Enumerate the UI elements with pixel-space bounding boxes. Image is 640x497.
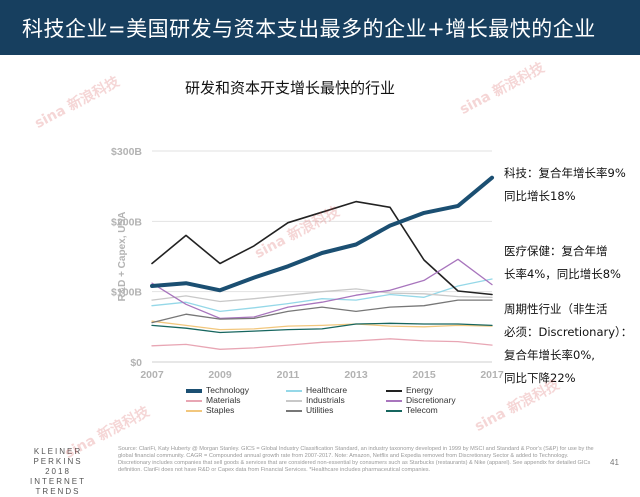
legend-label: Staples — [206, 405, 235, 415]
legend-swatch — [186, 388, 202, 393]
annotation-line: 长率4%，同比增长8% — [504, 267, 621, 281]
annotation-line: 复合年增长率0%, — [504, 348, 595, 362]
annotation-healthcare: 医疗保健：复合年增 长率4%，同比增长8% — [504, 240, 621, 286]
y-tick-label: $200B — [111, 216, 142, 228]
legend-label: Utilities — [306, 405, 334, 415]
header-bar: 科技企业=美国研发与资本支出最多的企业+增长最快的企业 — [0, 0, 640, 55]
legend-label: Energy — [406, 385, 433, 395]
x-tick-label: 2011 — [277, 369, 300, 381]
source-note: Source: ClariFi, Katy Huberty @ Morgan S… — [118, 446, 594, 473]
legend-item-healthcare: Healthcare — [286, 385, 347, 395]
logo-line: KLEINER PERKINS — [33, 447, 83, 466]
annotation-technology: 科技：复合年增长率9% 同比增长18% — [504, 162, 626, 208]
legend-label: Telecom — [406, 405, 438, 415]
legend-item-staples: Staples — [186, 405, 234, 415]
legend-label: Materials — [206, 395, 241, 405]
legend-item-discretionary: Discretionary — [386, 395, 456, 405]
annotation-line: 必须：Discretionary）： — [504, 325, 633, 339]
legend-swatch — [186, 409, 202, 412]
page-title: 科技企业=美国研发与资本支出最多的企业+增长最快的企业 — [22, 17, 596, 41]
series-line-technology — [150, 175, 494, 293]
legend-swatch — [286, 399, 302, 402]
y-tick-label: $0 — [130, 357, 142, 369]
series-line-healthcare — [151, 278, 493, 313]
chart-title: 研发和资本开支增长最快的行业 — [185, 79, 396, 97]
annotation-line: 科技：复合年增长率9% — [504, 166, 626, 180]
series-line-materials — [151, 338, 493, 350]
legend-label: Technology — [206, 385, 250, 395]
legend-label: Discretionary — [406, 395, 456, 405]
series-line-energy — [151, 200, 493, 296]
x-tick-label: 2007 — [140, 369, 164, 381]
legend-item-technology: Technology — [186, 385, 249, 395]
x-tick-label: 2013 — [344, 369, 368, 381]
annotation-line: 医疗保健：复合年增 — [504, 244, 608, 258]
legend-item-utilities: Utilities — [286, 405, 333, 415]
annotation-discretionary: 周期性行业（非生活 必须：Discretionary）： 复合年增长率0%, 同… — [504, 298, 632, 390]
series-line-utilities — [151, 299, 493, 324]
series-line-telecom — [151, 322, 493, 334]
series-line-industrials — [151, 288, 493, 303]
legend-swatch — [286, 389, 302, 392]
x-tick-label: 2009 — [208, 369, 232, 381]
legend-swatch — [386, 409, 402, 412]
legend-label: Healthcare — [306, 385, 348, 395]
line-chart: $0 $100B $200B $300B 2007 2009 2011 2013 2015 201… — [111, 146, 504, 381]
legend-swatch — [186, 399, 202, 402]
legend-swatch — [386, 389, 402, 392]
annotation-line: 周期性行业（非生活 — [504, 302, 608, 316]
y-tick-label: $300B — [111, 146, 142, 158]
page-number: 41 — [610, 458, 619, 467]
legend-swatch — [386, 399, 402, 402]
legend-item-energy: Energy — [386, 385, 433, 395]
annotation-line: 同比增长18% — [504, 189, 576, 203]
annotation-line: 同比下降22% — [504, 371, 576, 385]
legend-item-telecom: Telecom — [386, 405, 438, 415]
x-tick-label: 2017 — [480, 369, 504, 381]
series-line-discretionary — [151, 258, 493, 320]
x-tick-label: 2015 — [412, 369, 436, 381]
logo-line: INTERNET TRENDS — [30, 477, 86, 496]
kleiner-perkins-logo: KLEINER PERKINS 2018 INTERNET TRENDS — [8, 447, 108, 497]
logo-line: 2018 — [45, 467, 71, 476]
legend-label: Industrials — [306, 395, 345, 405]
series-line-staples — [151, 320, 493, 331]
y-tick-label: $100B — [111, 287, 142, 299]
y-axis-label: R&D + Capex, USA — [117, 212, 128, 302]
legend-swatch — [286, 409, 302, 412]
legend-item-industrials: Industrials — [286, 395, 345, 405]
legend-item-materials: Materials — [186, 395, 240, 405]
